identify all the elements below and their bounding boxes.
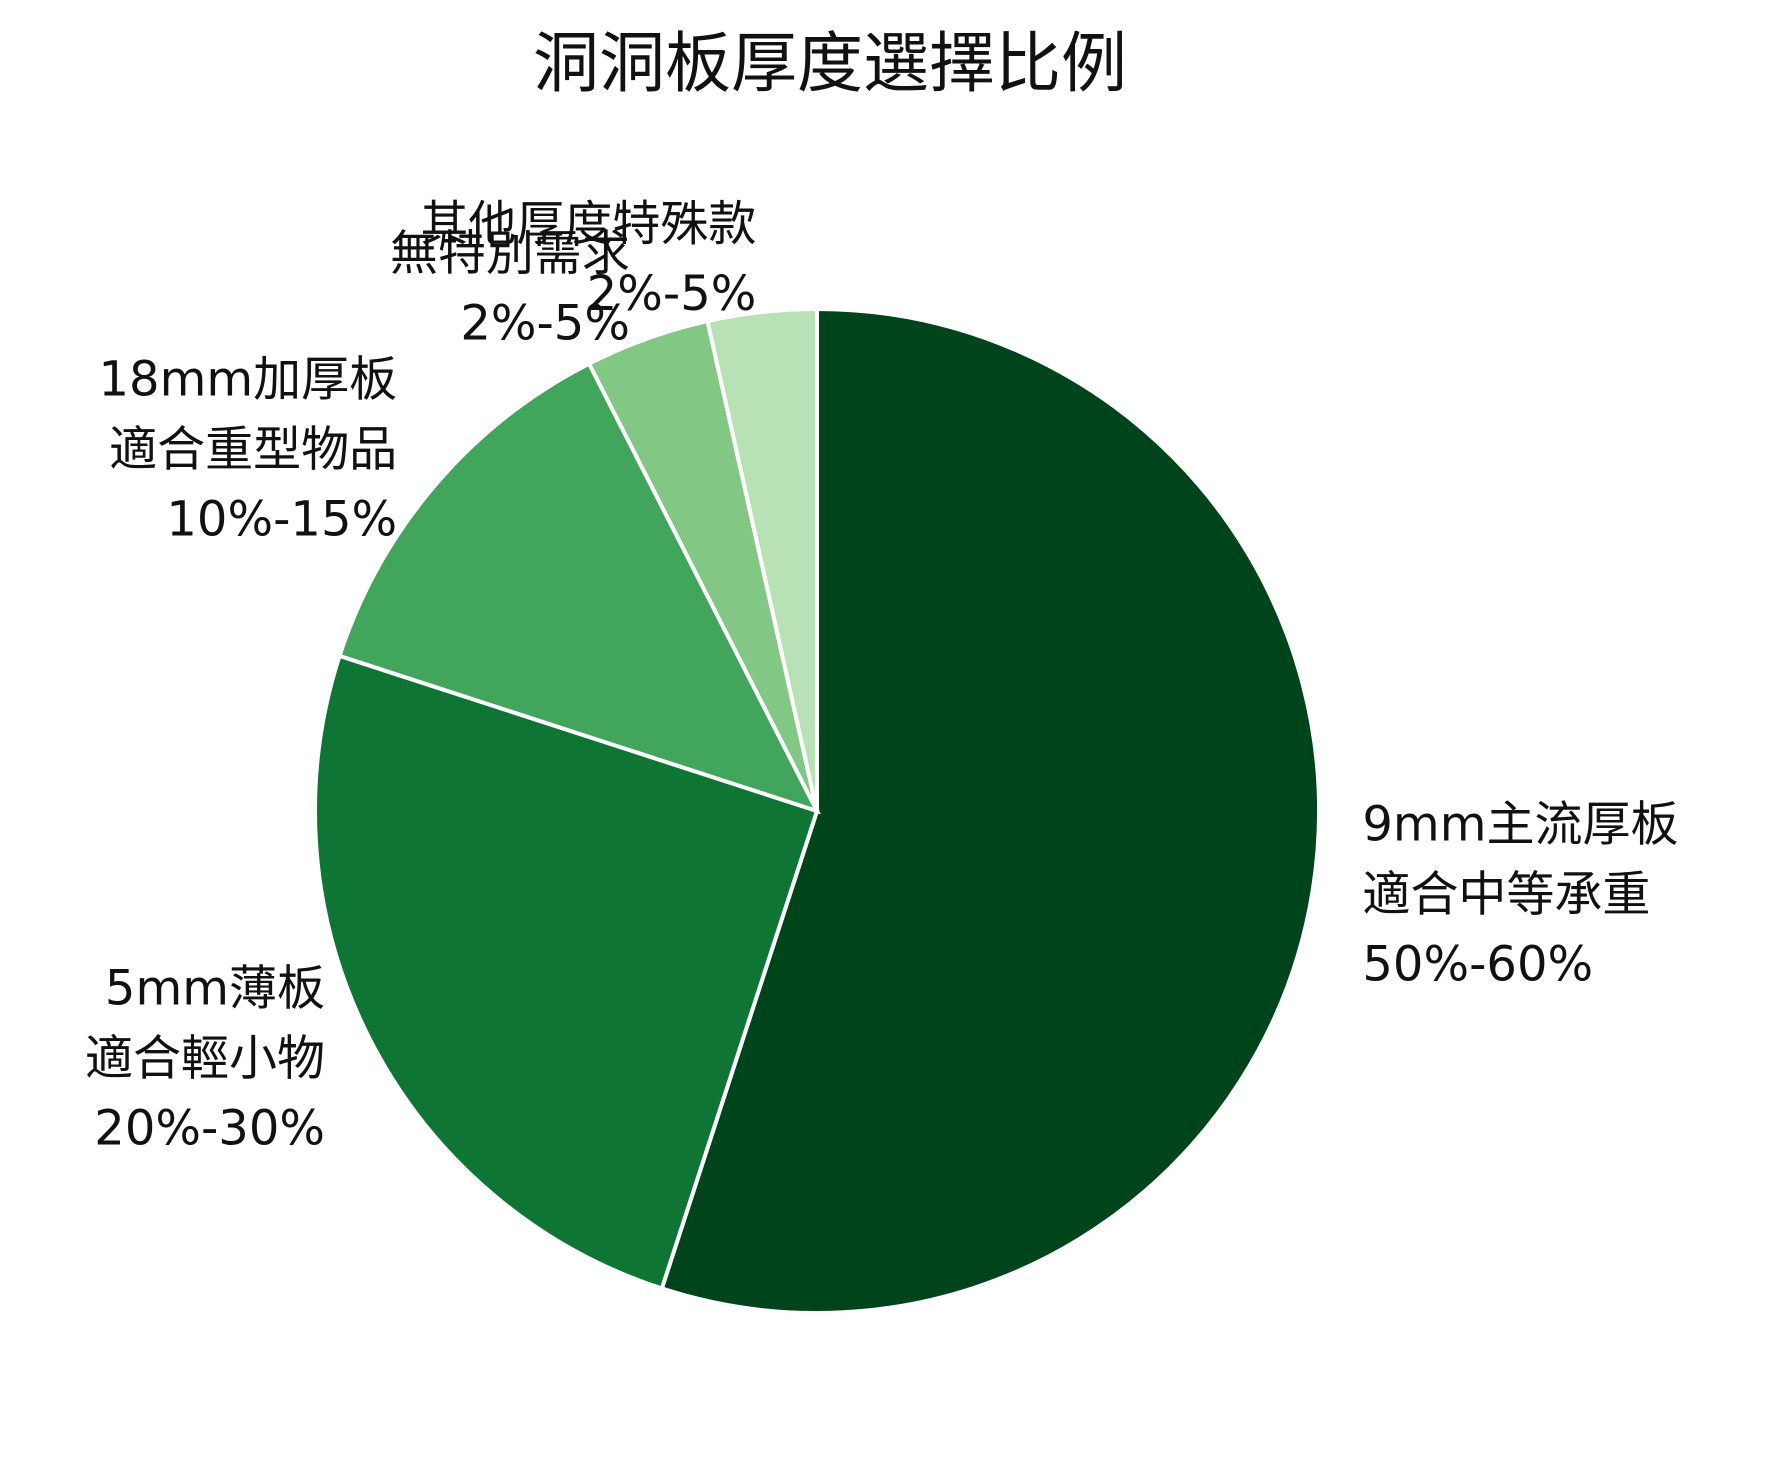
slice-label: 18mm加厚板 bbox=[98, 351, 397, 407]
pie-slice bbox=[313, 653, 820, 1291]
pie-slice bbox=[337, 361, 821, 815]
slice-label: 無特別需求 bbox=[390, 225, 630, 281]
slice-label: 5mm薄板 bbox=[105, 961, 325, 1017]
slice-label: 適合中等承重 bbox=[1362, 866, 1650, 922]
pie-slice bbox=[659, 306, 1321, 1315]
slice-label: 2%-5% bbox=[460, 295, 630, 351]
slice-label: 適合重型物品 bbox=[109, 421, 397, 477]
chart-title: 洞洞板厚度選擇比例 bbox=[533, 25, 1127, 102]
slice-label: 10%-15% bbox=[166, 491, 397, 547]
slice-label: 50%-60% bbox=[1362, 936, 1593, 992]
slice-label: 適合輕小物 bbox=[85, 1031, 325, 1087]
pie-slice bbox=[705, 306, 819, 812]
slice-label: 20%-30% bbox=[94, 1101, 325, 1157]
slice-label: 其他厚度特殊款 bbox=[420, 196, 756, 252]
slice-label: 2%-5% bbox=[587, 266, 757, 322]
slice-label: 9mm主流厚板 bbox=[1362, 796, 1678, 852]
